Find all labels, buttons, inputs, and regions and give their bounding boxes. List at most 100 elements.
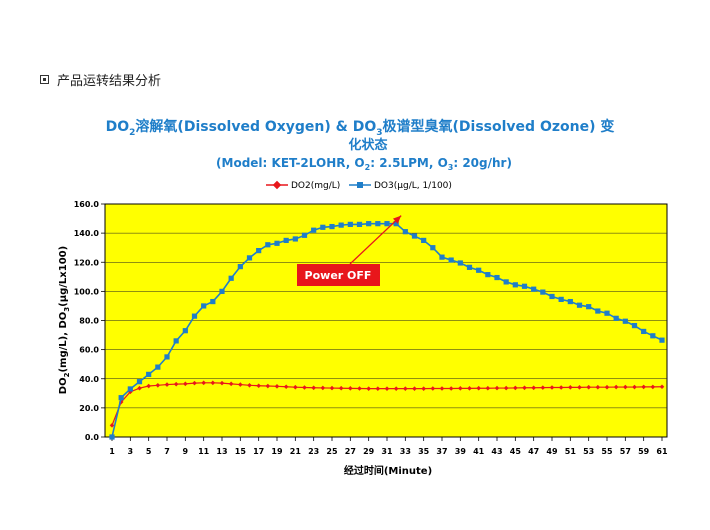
series-do3-point [576,302,583,308]
x-tick-label: 5 [146,447,152,456]
legend-do3-marker [357,182,363,188]
series-do2-point [412,386,417,391]
power-off-box [297,264,380,286]
series-do3-point [210,298,216,305]
series-do2-point [421,386,426,391]
x-tick-label: 13 [216,447,227,456]
x-tick-label: 31 [381,447,393,456]
x-tick-label: 59 [638,447,650,456]
x-tick-label: 55 [601,447,613,456]
series-do3-point [641,328,647,335]
series-do3-point [531,286,537,292]
series-do3-point [201,303,207,309]
series-do2-point [595,384,601,390]
series-do3-point [366,221,372,227]
x-tick-labels: 1 3 5 7 9 11 13 15 17 19 21 23 25 27 29 31 33 35 37 39 41 43 4… [109,437,668,456]
legend-do3-label: DO3(μg/L, 1/100) [374,181,452,191]
series-do2-point [201,380,206,386]
series-do3-point [329,223,335,230]
series-do3-point [512,282,518,288]
series-do2-point [513,385,518,391]
x-tick-label: 1 [109,447,115,456]
x-tick-label: 53 [583,447,594,456]
series-do3-point [375,221,381,227]
series-do3-point [237,264,243,270]
series-do3-point [485,272,491,278]
series-do3-point [228,275,234,281]
x-tick-label: 39 [455,447,467,456]
legend-item-do3: DO3(μg/L, 1/100) [349,181,452,191]
x-tick-label: 41 [473,447,485,456]
series-do2-point [568,385,573,390]
series-do2-point [338,385,344,391]
series-do3-point [631,322,638,329]
series-do2-point [128,389,133,395]
series-do3-point [521,283,528,289]
x-tick-label: 21 [290,447,302,456]
series-do3-point [393,221,399,227]
x-tick-label: 3 [128,447,134,456]
series-do2-point [265,383,271,389]
y-tick-label: 60.0 [79,346,99,355]
y-tick-label: 160.0 [74,200,100,209]
series-do2-point [458,386,463,391]
x-tick-label: 35 [418,447,430,456]
y-tick-label: 0.0 [85,433,100,442]
series-do3-point [127,386,133,392]
legend-item-do2: DO2(mg/L) [266,180,340,191]
series-do2-point [604,384,610,390]
series-do2-point [485,385,491,391]
series-do2-point [228,381,234,387]
series-do2-point [613,384,619,390]
x-tick-label: 15 [235,447,247,456]
chart-title-line1: DO2溶解氧(Dissolved Oxygen) & DO3极谱型臭氧(Diss… [106,118,615,138]
x-tick-label: 43 [491,447,502,456]
x-tick-label: 7 [164,447,170,456]
series-do3-point [494,274,500,281]
power-off-arrow [349,215,402,265]
x-tick-label: 47 [528,447,539,456]
series-do2-point [164,382,170,387]
gridlines [105,232,667,409]
series-do2-point [247,383,252,388]
series-do3-point [338,222,344,228]
series-do3-point [283,237,289,244]
y-tick-label: 120.0 [74,258,100,267]
square-bullet-icon [40,74,49,84]
series-do3-point [191,313,198,319]
x-tick-label: 29 [363,447,375,456]
y-tick-label: 80.0 [79,317,99,326]
series-do3-point [256,248,262,254]
series-do3-point [182,328,188,334]
series-do3-point [448,257,454,263]
x-tick-label: 57 [620,447,631,456]
series-do3-point [146,371,152,377]
series-do2-point [384,386,390,391]
series-do3-point [604,310,610,316]
series-do2-point [403,386,408,391]
series-do3-point [274,240,280,246]
series-do3-point [411,233,418,239]
series-do2-point [155,383,161,388]
series-do2-point [192,380,197,386]
x-tick-label: 27 [345,447,356,456]
x-tick-label: 45 [510,447,522,456]
series-do3-point [311,227,317,233]
x-tick-label: 51 [565,447,577,456]
series-do3-point [650,333,656,339]
series-do2-point [210,380,216,386]
series-do3-point [540,289,546,295]
series-do3-point [421,237,427,244]
series-do2-point [293,384,298,390]
series-do2-point [650,384,656,390]
series-do3-point [549,293,555,300]
section-heading: 产品运转结果分析 [40,70,161,89]
series-do3-point [265,242,271,248]
series-do3-point [136,379,143,385]
series-do2-point [586,384,591,390]
series-do3-point [613,315,619,321]
series-do3-point [622,318,628,324]
series-do3-point [118,395,124,401]
series-do2-point [549,385,555,390]
power-off-label: Power OFF [305,269,372,282]
